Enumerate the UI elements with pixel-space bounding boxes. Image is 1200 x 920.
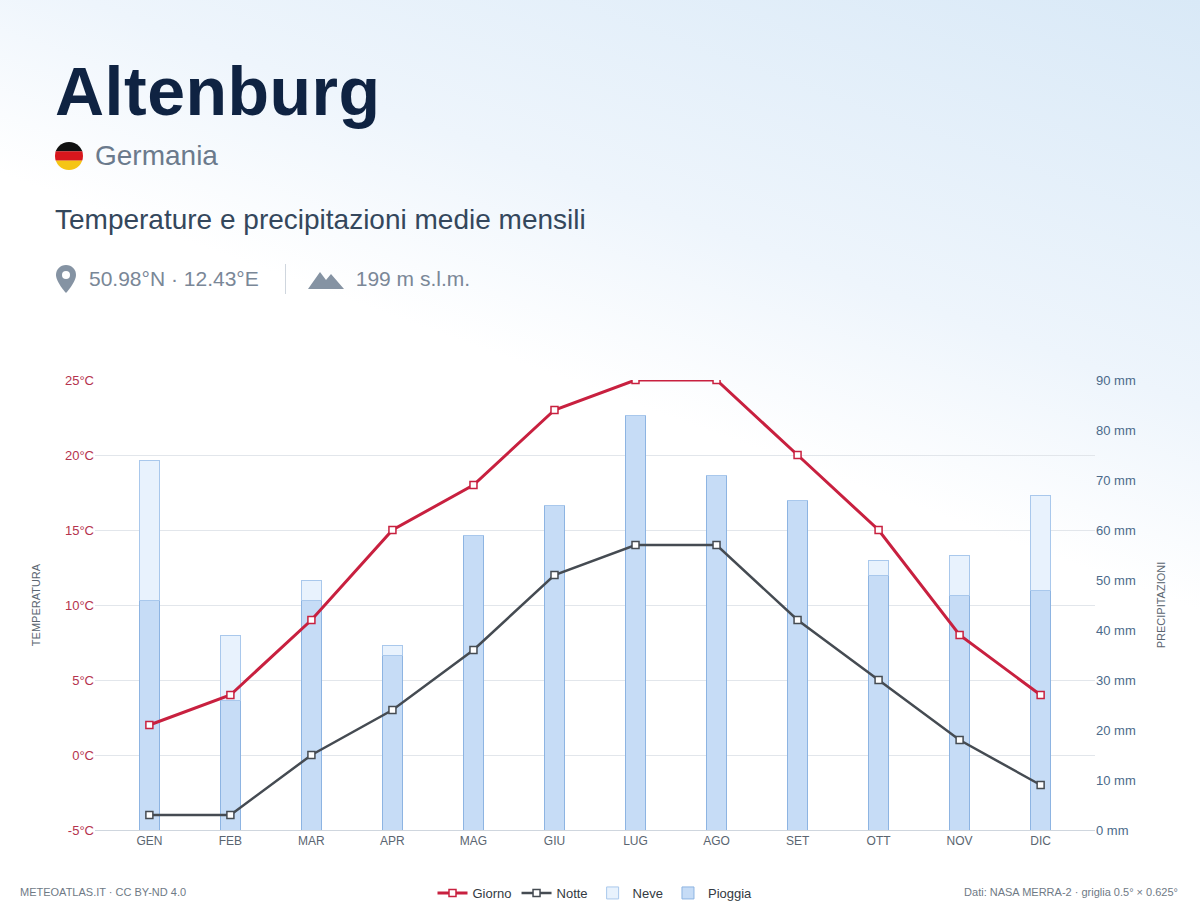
svg-text:MAR: MAR xyxy=(298,834,325,848)
svg-text:LUG: LUG xyxy=(623,834,648,848)
html-text:199 m s.l.m.: 199 m s.l.m. xyxy=(355,267,471,290)
svg-text:Notte: Notte xyxy=(557,886,588,901)
svg-text:25°C: 25°C xyxy=(65,373,94,388)
svg-text:90 mm: 90 mm xyxy=(1096,373,1136,388)
svg-text:20 mm: 20 mm xyxy=(1096,723,1136,738)
svg-text:0 mm: 0 mm xyxy=(1096,823,1129,838)
svg-text:10 mm: 10 mm xyxy=(1096,773,1136,788)
html-text:50.98°N · 12.43°E: 50.98°N · 12.43°E xyxy=(89,267,259,290)
svg-text:50 mm: 50 mm xyxy=(1096,573,1136,588)
svg-text:TEMPERATURA: TEMPERATURA xyxy=(30,563,42,646)
svg-text:5°C: 5°C xyxy=(72,673,94,688)
svg-text:-5°C: -5°C xyxy=(68,823,94,838)
svg-text:DIC: DIC xyxy=(1030,834,1051,848)
svg-text:60 mm: 60 mm xyxy=(1096,523,1136,538)
html-text:Temperature e precipitazioni m: Temperature e precipitazioni medie mensi… xyxy=(55,204,586,235)
svg-text:40 mm: 40 mm xyxy=(1096,623,1136,638)
html-text:Altenburg: Altenburg xyxy=(55,53,381,129)
svg-text:15°C: 15°C xyxy=(65,523,94,538)
svg-text:20°C: 20°C xyxy=(65,448,94,463)
svg-text:AGO: AGO xyxy=(703,834,730,848)
svg-text:MAG: MAG xyxy=(460,834,487,848)
html-text:METEOATLAS.IT · CC BY-ND 4.0: METEOATLAS.IT · CC BY-ND 4.0 xyxy=(20,886,187,898)
svg-text:Pioggia: Pioggia xyxy=(708,886,752,901)
svg-text:Giorno: Giorno xyxy=(473,886,512,901)
svg-text:NOV: NOV xyxy=(947,834,973,848)
svg-text:70 mm: 70 mm xyxy=(1096,473,1136,488)
svg-text:10°C: 10°C xyxy=(65,598,94,613)
svg-text:30 mm: 30 mm xyxy=(1096,673,1136,688)
svg-text:GIU: GIU xyxy=(544,834,565,848)
svg-text:Neve: Neve xyxy=(633,886,663,901)
svg-text:APR: APR xyxy=(380,834,405,848)
html-text:Dati: NASA MERRA-2 · griglia 0: Dati: NASA MERRA-2 · griglia 0.5° × 0.62… xyxy=(964,886,1178,898)
html-text:Germania: Germania xyxy=(95,140,218,171)
svg-text:80 mm: 80 mm xyxy=(1096,423,1136,438)
svg-text:FEB: FEB xyxy=(219,834,242,848)
svg-text:OTT: OTT xyxy=(867,834,892,848)
svg-text:SET: SET xyxy=(786,834,810,848)
svg-text:GEN: GEN xyxy=(136,834,162,848)
svg-text:PRECIPITAZIONI: PRECIPITAZIONI xyxy=(1155,562,1167,649)
svg-text:0°C: 0°C xyxy=(72,748,94,763)
